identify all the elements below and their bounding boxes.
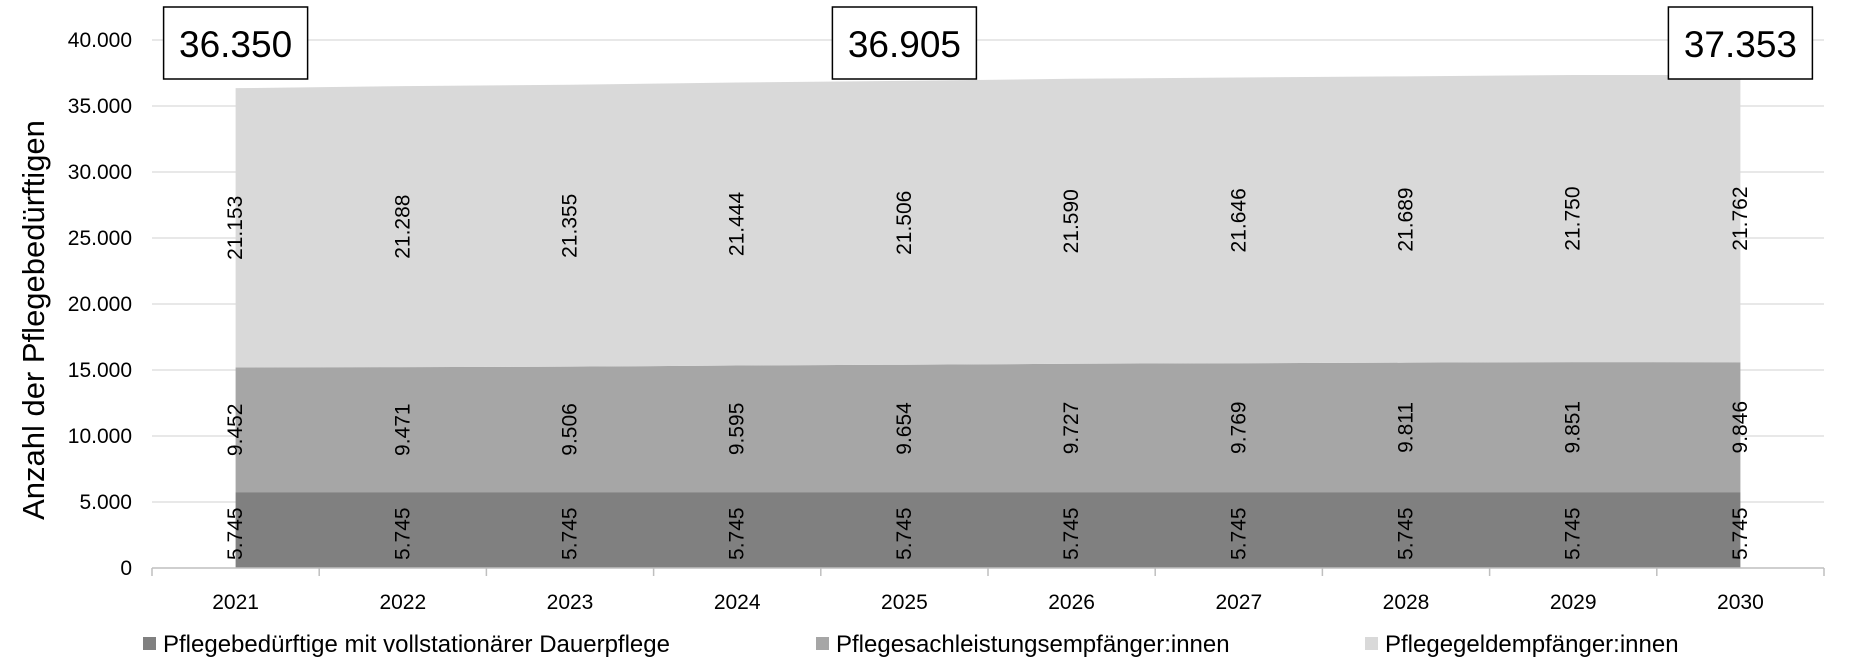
total-box xyxy=(1667,6,1814,80)
data-label: 9.811 xyxy=(1395,402,1418,453)
y-tick-label: 10.000 xyxy=(68,425,132,448)
x-tick-label: 2022 xyxy=(379,591,426,614)
total-box xyxy=(162,6,309,80)
x-tick-label: 2030 xyxy=(1717,591,1764,614)
total-callout: 37.353 xyxy=(1667,6,1814,80)
data-label: 21.153 xyxy=(224,196,247,260)
y-tick-label: 30.000 xyxy=(68,161,132,184)
y-tick-label: 25.000 xyxy=(68,227,132,250)
y-tick-label: 15.000 xyxy=(68,359,132,382)
data-label: 21.646 xyxy=(1227,188,1250,252)
data-label: 5.745 xyxy=(1729,507,1752,560)
x-tick-label: 2027 xyxy=(1215,591,1262,614)
data-label: 21.288 xyxy=(391,195,414,259)
data-labels: 5.745 5.745 5.745 5.745 5.745 5.745 5.745 5.745… xyxy=(224,186,1752,560)
area-series-2 xyxy=(235,362,1741,493)
data-label: 9.654 xyxy=(893,402,916,455)
legend-swatch xyxy=(1365,637,1378,650)
legend-label: Pflegegeldempfänger:innen xyxy=(1385,631,1679,658)
legend-item: Pflegesachleistungsempfänger:innen xyxy=(816,631,1230,658)
legend: Pflegebedürftige mit vollstationärer Dau… xyxy=(143,631,1679,658)
data-label: 5.745 xyxy=(391,507,414,560)
total-callouts: 36.350 36.905 37.353 xyxy=(162,6,1814,80)
data-label: 9.595 xyxy=(726,403,749,456)
data-label: 9.471 xyxy=(391,403,414,456)
legend-label: Pflegebedürftige mit vollstationärer Dau… xyxy=(163,631,670,658)
y-tick-label: 40.000 xyxy=(68,29,132,52)
total-callout: 36.905 xyxy=(831,6,978,80)
legend-label: Pflegesachleistungsempfänger:innen xyxy=(836,631,1230,658)
area-series-3 xyxy=(235,74,1741,368)
legend-swatch xyxy=(143,637,156,650)
data-label: 5.745 xyxy=(1395,507,1418,560)
x-tick-label: 2025 xyxy=(881,591,928,614)
data-label: 9.727 xyxy=(1060,402,1083,455)
axes: 0 5.000 10.000 15.000 20.000 25.000 30.000 35.0… xyxy=(68,29,1825,614)
data-label: 5.745 xyxy=(726,507,749,560)
data-label: 9.769 xyxy=(1227,401,1250,454)
legend-item: Pflegegeldempfänger:innen xyxy=(1365,631,1679,658)
x-tick-label: 2021 xyxy=(212,591,259,614)
data-label: 5.745 xyxy=(224,507,247,560)
data-label: 9.506 xyxy=(559,403,582,456)
data-label: 5.745 xyxy=(1227,507,1250,560)
legend-swatch xyxy=(816,637,829,650)
y-tick-label: 35.000 xyxy=(68,95,132,118)
data-label: 21.762 xyxy=(1729,186,1752,250)
data-label: 5.745 xyxy=(893,507,916,560)
data-label: 21.444 xyxy=(726,192,749,257)
x-tick-label: 2028 xyxy=(1383,591,1430,614)
x-tick-label: 2029 xyxy=(1550,591,1597,614)
data-label: 21.750 xyxy=(1562,186,1585,250)
total-label: 36.905 xyxy=(848,24,961,65)
data-label: 9.452 xyxy=(224,404,247,457)
data-label: 21.689 xyxy=(1395,187,1418,251)
area-series xyxy=(235,74,1741,568)
data-label: 21.355 xyxy=(559,194,582,258)
data-label: 9.851 xyxy=(1562,401,1585,454)
data-label: 5.745 xyxy=(1562,507,1585,560)
area-series-1 xyxy=(235,492,1741,568)
data-label: 21.506 xyxy=(893,191,916,255)
data-label: 5.745 xyxy=(1060,507,1083,560)
x-tick-label: 2026 xyxy=(1048,591,1095,614)
legend-item: Pflegebedürftige mit vollstationärer Dau… xyxy=(143,631,670,658)
data-label: 9.846 xyxy=(1729,401,1752,454)
y-axis-title: Anzahl der Pflegebedürftigen xyxy=(16,120,51,520)
x-tick-label: 2023 xyxy=(547,591,594,614)
y-tick-label: 5.000 xyxy=(79,491,132,514)
data-label: 5.745 xyxy=(559,507,582,560)
total-callout: 36.350 xyxy=(162,6,309,80)
total-box xyxy=(831,6,978,80)
y-tick-label: 0 xyxy=(120,557,132,580)
data-label: 21.590 xyxy=(1060,189,1083,253)
y-tick-label: 20.000 xyxy=(68,293,132,316)
x-tick-label: 2024 xyxy=(714,591,761,614)
total-label: 37.353 xyxy=(1684,24,1797,65)
total-label: 36.350 xyxy=(179,24,292,65)
